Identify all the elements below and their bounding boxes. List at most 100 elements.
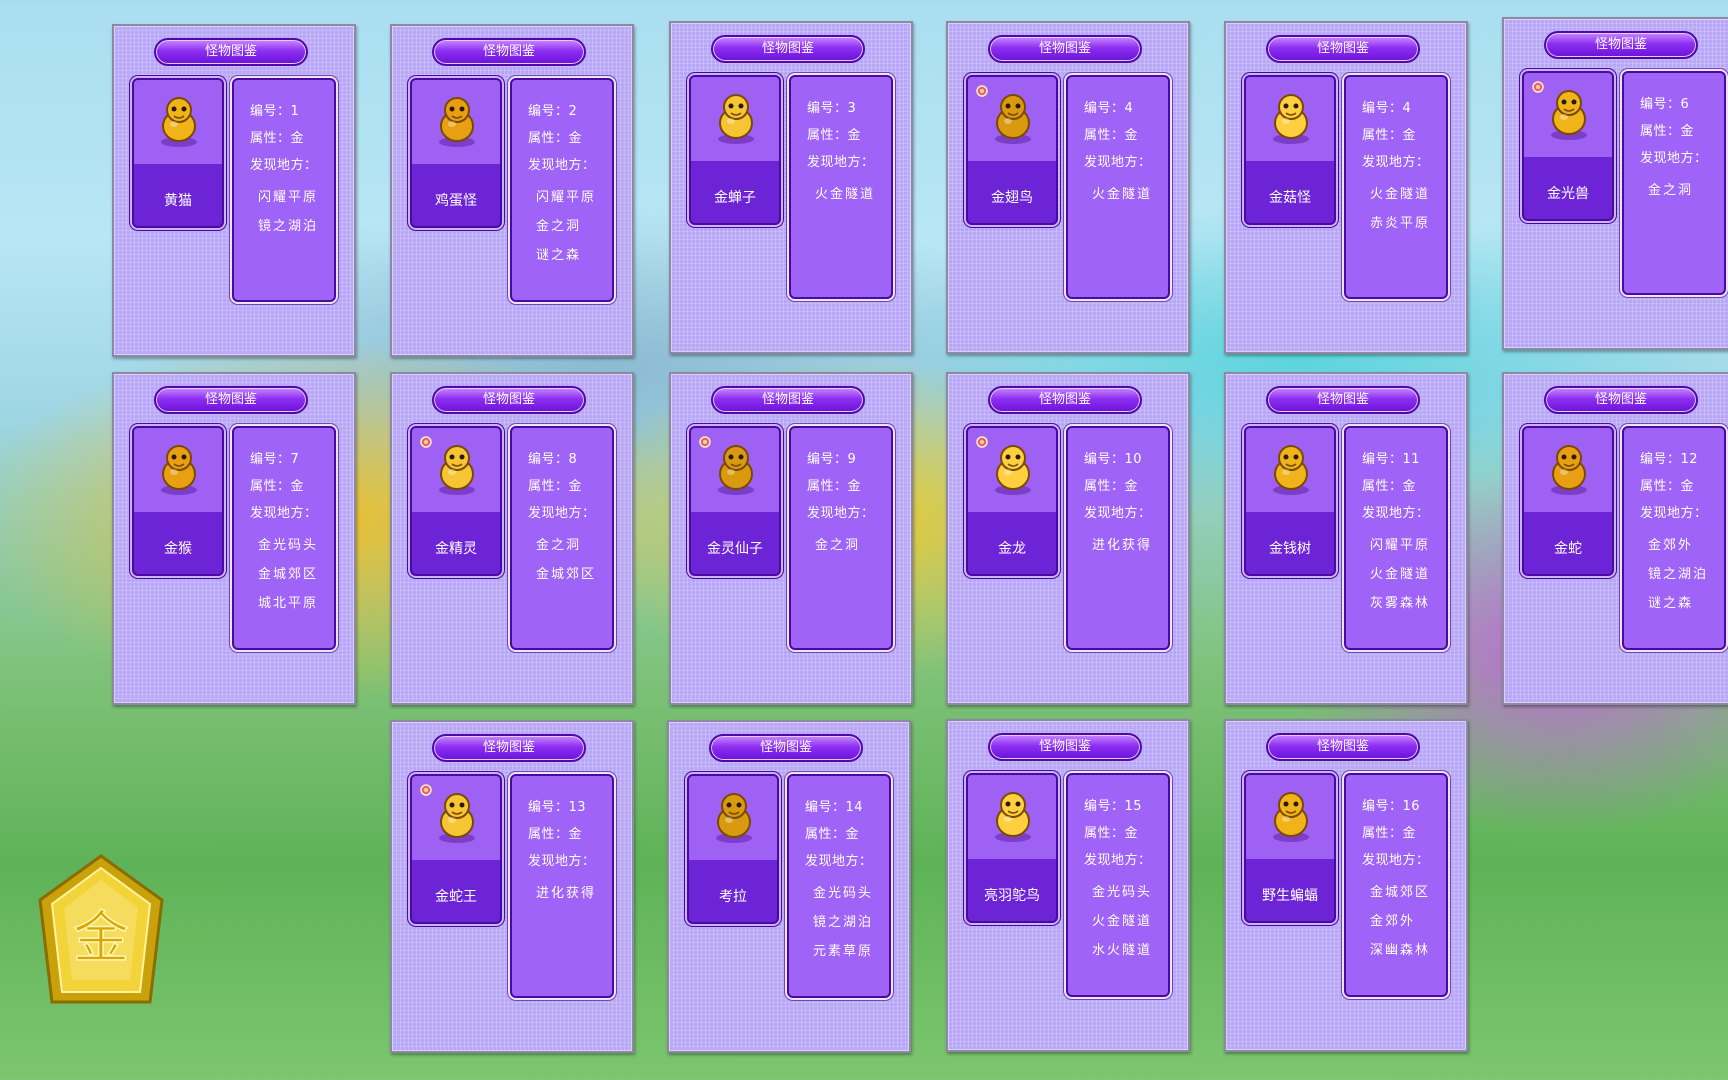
attribute-label: 属性： <box>1640 479 1681 494</box>
card-header: 怪物图鉴 <box>711 35 865 63</box>
monster-attribute: 金 <box>1124 128 1139 143</box>
monster-card[interactable]: 怪物图鉴 野生蝙蝠 编号：16 属性：金 发现地方： 金城郊区 金郊外 深幽森林 <box>1224 719 1468 1052</box>
monster-card[interactable]: 怪物图鉴 金光兽 编号：6 属性：金 发现地方： 金之洞 <box>1502 17 1728 350</box>
monster-number: 12 <box>1680 452 1699 467</box>
monster-portrait[interactable]: 金翅鸟 <box>966 75 1058 225</box>
monster-card[interactable]: 怪物图鉴 金猴 编号：7 属性：金 发现地方： 金光码头 金城郊区 城北平原 <box>112 372 356 705</box>
monster-number: 13 <box>568 800 587 815</box>
money-tree-icon <box>1264 440 1318 498</box>
monster-portrait[interactable]: 金光兽 <box>1522 71 1614 221</box>
monster-portrait[interactable]: 金龙 <box>966 426 1058 576</box>
monster-number: 6 <box>1680 97 1690 112</box>
monster-portrait[interactable]: 鸡蛋怪 <box>410 78 502 228</box>
rare-badge-icon <box>975 434 989 448</box>
location-text: 进化获得 <box>1092 538 1153 553</box>
monster-portrait[interactable]: 金蛇王 <box>410 774 502 924</box>
monster-number: 4 <box>1124 101 1134 116</box>
monster-portrait[interactable]: 亮羽鸵鸟 <box>966 773 1058 923</box>
monster-card[interactable]: 怪物图鉴 金菇怪 编号：4 属性：金 发现地方： 火金隧道 赤炎平原 <box>1224 21 1468 354</box>
monster-name: 鸡蛋怪 <box>435 193 477 209</box>
monster-name: 金猴 <box>164 541 192 557</box>
bright-feather-ostrich-icon <box>986 787 1040 845</box>
monster-card[interactable]: 怪物图鉴 金精灵 编号：8 属性：金 发现地方： 金之洞 金城郊区 <box>390 372 634 705</box>
monster-name: 野生蝙蝠 <box>1262 888 1318 904</box>
found-label: 发现地方： <box>250 506 318 521</box>
monster-card[interactable]: 怪物图鉴 考拉 编号：14 属性：金 发现地方： 金光码头 镜之湖泊 元素草原 <box>667 720 911 1053</box>
number-label: 编号： <box>1084 452 1125 467</box>
attribute-row: 属性：金 <box>250 129 334 156</box>
number-label: 编号： <box>807 101 848 116</box>
location-text: 水火隧道 <box>1092 943 1153 958</box>
number-row: 编号：16 <box>1362 797 1446 824</box>
attribute-row: 属性：金 <box>1084 126 1168 153</box>
card-header: 怪物图鉴 <box>1266 386 1420 414</box>
location-text: 深幽森林 <box>1370 943 1431 958</box>
monster-card[interactable]: 怪物图鉴 鸡蛋怪 编号：2 属性：金 发现地方： 闪耀平原 金之洞 谜之森 <box>390 24 634 357</box>
monster-portrait[interactable]: 野生蝙蝠 <box>1244 773 1336 923</box>
monster-portrait[interactable]: 考拉 <box>687 774 779 924</box>
number-row: 编号：3 <box>807 99 891 126</box>
location-text: 镜之湖泊 <box>813 915 874 930</box>
golden-fairy-icon <box>709 440 763 498</box>
card-header: 怪物图鉴 <box>1266 35 1420 63</box>
attribute-row: 属性：金 <box>1084 824 1168 851</box>
monster-card[interactable]: 怪物图鉴 金龙 编号：10 属性：金 发现地方： 进化获得 <box>946 372 1190 705</box>
attribute-label: 属性： <box>250 479 291 494</box>
card-header: 怪物图鉴 <box>154 38 308 66</box>
location-text: 金城郊区 <box>258 567 319 582</box>
attribute-row: 属性：金 <box>1640 122 1724 149</box>
monster-name: 金蛇王 <box>435 889 477 905</box>
monster-card[interactable]: 怪物图鉴 金灵仙子 编号：9 属性：金 发现地方： 金之洞 <box>669 372 913 705</box>
monster-portrait[interactable]: 金菇怪 <box>1244 75 1336 225</box>
number-row: 编号：8 <box>528 450 612 477</box>
number-label: 编号： <box>1362 799 1403 814</box>
monster-card[interactable]: 怪物图鉴 黄猫 编号：1 属性：金 发现地方： 闪耀平原 镜之湖泊 <box>112 24 356 357</box>
card-header: 怪物图鉴 <box>709 734 863 762</box>
monster-card[interactable]: 怪物图鉴 金翅鸟 编号：4 属性：金 发现地方： 火金隧道 <box>946 21 1190 354</box>
monster-portrait[interactable]: 金猴 <box>132 426 224 576</box>
monster-attribute: 金 <box>290 479 305 494</box>
attribute-label: 属性： <box>805 827 846 842</box>
monster-info-panel: 编号：11 属性：金 发现地方： 闪耀平原 火金隧道 灰雾森林 <box>1344 426 1448 650</box>
found-label: 发现地方： <box>1362 853 1430 868</box>
location-text: 金光码头 <box>1092 885 1153 900</box>
location-text: 金郊外 <box>1648 538 1694 553</box>
monster-portrait[interactable]: 金钱树 <box>1244 426 1336 576</box>
monster-info-panel: 编号：13 属性：金 发现地方： 进化获得 <box>510 774 614 998</box>
monster-info-panel: 编号：14 属性：金 发现地方： 金光码头 镜之湖泊 元素草原 <box>787 774 891 998</box>
found-label: 发现地方： <box>528 158 596 173</box>
monster-attribute: 金 <box>847 479 862 494</box>
monster-name: 金菇怪 <box>1269 190 1311 206</box>
monster-card[interactable]: 怪物图鉴 金钱树 编号：11 属性：金 发现地方： 闪耀平原 火金隧道 灰雾森林 <box>1224 372 1468 705</box>
number-label: 编号： <box>250 104 291 119</box>
monster-info-panel: 编号：3 属性：金 发现地方： 火金隧道 <box>789 75 893 299</box>
monster-card[interactable]: 怪物图鉴 金蝉子 编号：3 属性：金 发现地方： 火金隧道 <box>669 21 913 354</box>
monster-portrait[interactable]: 黄猫 <box>132 78 224 228</box>
monster-portrait[interactable]: 金蝉子 <box>689 75 781 225</box>
monster-portrait[interactable]: 金蛇 <box>1522 426 1614 576</box>
wild-bat-icon <box>1264 787 1318 845</box>
monster-card[interactable]: 怪物图鉴 金蛇王 编号：13 属性：金 发现地方： 进化获得 <box>390 720 634 1053</box>
location-text: 金之洞 <box>536 219 582 234</box>
monster-card[interactable]: 怪物图鉴 亮羽鸵鸟 编号：15 属性：金 发现地方： 金光码头 火金隧道 水火隧道 <box>946 719 1190 1052</box>
monster-name: 金精灵 <box>435 541 477 557</box>
monster-number: 16 <box>1402 799 1421 814</box>
yellow-cat-icon <box>152 92 206 150</box>
monster-portrait[interactable]: 金灵仙子 <box>689 426 781 576</box>
golden-mushroom-icon <box>1264 89 1318 147</box>
monster-attribute: 金 <box>1402 128 1417 143</box>
egg-monster-icon <box>430 92 484 150</box>
monster-info-panel: 编号：12 属性：金 发现地方： 金郊外 镜之湖泊 谜之森 <box>1622 426 1726 650</box>
card-header: 怪物图鉴 <box>1544 31 1698 59</box>
attribute-label: 属性： <box>528 479 569 494</box>
rare-badge-icon <box>1531 79 1545 93</box>
monster-attribute: 金 <box>568 131 583 146</box>
monster-card[interactable]: 怪物图鉴 金蛇 编号：12 属性：金 发现地方： 金郊外 镜之湖泊 谜之森 <box>1502 372 1728 705</box>
location-text: 金之洞 <box>815 538 861 553</box>
location-text: 金郊外 <box>1370 914 1416 929</box>
monster-portrait[interactable]: 金精灵 <box>410 426 502 576</box>
monster-info-panel: 编号：4 属性：金 发现地方： 火金隧道 赤炎平原 <box>1344 75 1448 299</box>
rare-badge-icon <box>419 434 433 448</box>
location-text: 金城郊区 <box>536 567 597 582</box>
number-row: 编号：4 <box>1084 99 1168 126</box>
